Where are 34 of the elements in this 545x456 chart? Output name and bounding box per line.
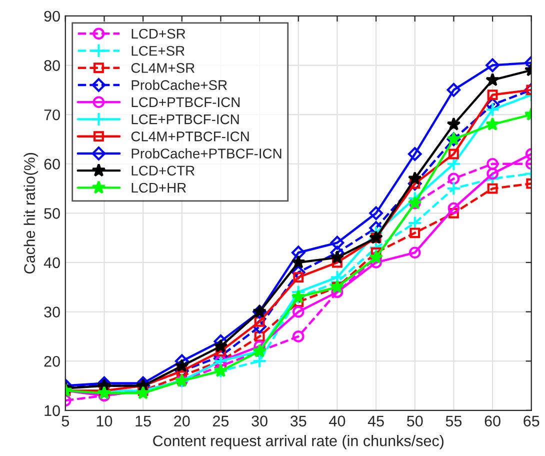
legend-label: LCD+HR xyxy=(132,182,186,193)
legend-label: LCD+SR xyxy=(132,28,186,39)
legend-label: CL4M+PTBCF-ICN xyxy=(131,132,249,142)
y-axis-title: Cache hit ratio(%) xyxy=(24,152,38,274)
x-tick-label: 15 xyxy=(136,416,151,426)
x-tick-label: 5 xyxy=(62,416,70,426)
y-tick-label: 10 xyxy=(44,405,60,416)
legend-label: LCE+PTBCF-ICN xyxy=(132,114,239,124)
y-tick-label: 20 xyxy=(44,356,60,367)
legend-label: CL4M+SR xyxy=(131,63,194,73)
legend-label: ProbCache+SR xyxy=(132,80,227,90)
y-tick-label: 40 xyxy=(44,257,60,268)
x-tick-label: 40 xyxy=(329,416,346,426)
x-tick-label: 30 xyxy=(252,416,268,426)
legend-label: ProbCache+PTBCF-ICN xyxy=(132,148,282,158)
x-tick-label: 50 xyxy=(406,416,423,426)
legend-label: LCE+SR xyxy=(132,46,184,56)
x-tick-label: 65 xyxy=(524,416,540,426)
y-tick-label: 90 xyxy=(44,10,60,22)
x-axis-title: Content request arrival rate (in chunks/sec) xyxy=(153,435,444,450)
x-tick-label: 60 xyxy=(484,416,500,426)
x-tick-label: 35 xyxy=(290,416,306,426)
y-tick-label: 50 xyxy=(44,208,60,219)
y-tick-label: 60 xyxy=(44,158,60,170)
y-tick-label: 80 xyxy=(44,60,60,71)
x-tick-label: 10 xyxy=(96,416,112,426)
y-tick-label: 70 xyxy=(44,109,60,120)
legend-label: LCD+PTBCF-ICN xyxy=(132,97,240,108)
x-tick-label: 25 xyxy=(213,416,229,426)
x-tick-label: 55 xyxy=(446,416,462,426)
x-tick-label: 20 xyxy=(174,416,190,426)
x-tick-label: 45 xyxy=(368,416,384,426)
legend-label: LCD+CTR xyxy=(132,166,194,176)
y-tick-label: 30 xyxy=(44,306,60,318)
